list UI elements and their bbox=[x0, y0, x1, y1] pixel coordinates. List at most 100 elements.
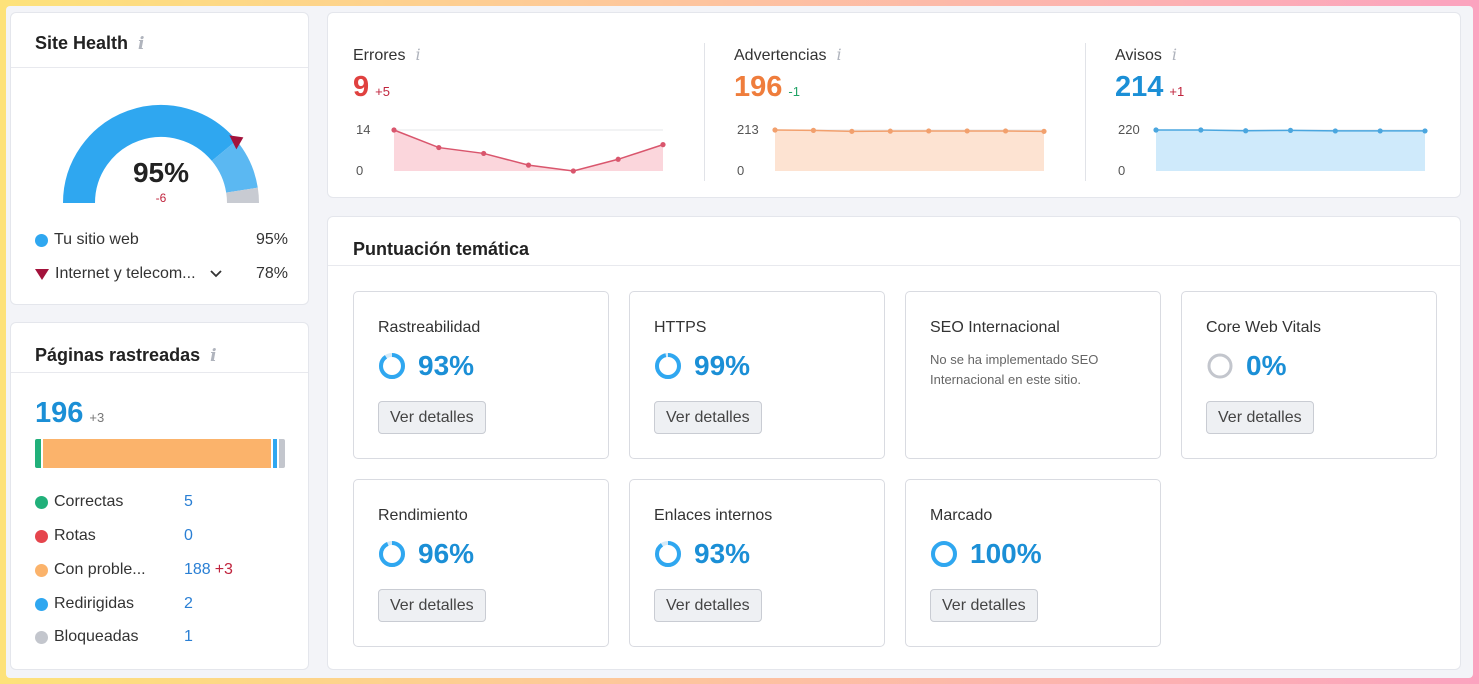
sparkline-area bbox=[775, 130, 1044, 171]
info-icon[interactable]: i bbox=[1171, 45, 1177, 64]
dashboard-canvas: Site Health i 95% -6 Tu sitio web 95% Int… bbox=[6, 6, 1473, 678]
issue-count[interactable]: 196 bbox=[734, 71, 783, 103]
sparkline-point[interactable] bbox=[391, 127, 397, 133]
issue-value[interactable]: 196 -1 bbox=[734, 71, 800, 104]
sparkline-point[interactable] bbox=[1332, 128, 1338, 134]
pages-row-value[interactable]: 1 bbox=[184, 628, 193, 645]
sparkline-point[interactable] bbox=[1377, 128, 1383, 134]
sparkline-point[interactable] bbox=[436, 144, 442, 151]
pages-distribution-bar[interactable] bbox=[35, 439, 285, 468]
legend-industry-value: 78% bbox=[255, 265, 288, 282]
pages-row-value[interactable]: 2 bbox=[184, 595, 193, 612]
sparkline-point[interactable] bbox=[772, 127, 778, 133]
info-icon[interactable]: i bbox=[210, 346, 217, 366]
info-icon[interactable]: i bbox=[138, 34, 145, 54]
issue-sparkline[interactable]: 220 0 bbox=[1110, 118, 1450, 188]
pages-row-value[interactable]: 0 bbox=[184, 527, 193, 544]
info-icon[interactable]: i bbox=[836, 45, 842, 64]
sparkline-point[interactable] bbox=[481, 150, 487, 157]
view-details-button[interactable]: Ver detalles bbox=[378, 589, 486, 622]
thematic-card-name: Enlaces internos bbox=[654, 507, 773, 524]
thematic-scores-card: Puntuación temática Rastreabilidad 93% Ve… bbox=[327, 216, 1461, 670]
view-details-button[interactable]: Ver detalles bbox=[654, 589, 762, 622]
crawled-pages-card: Páginas rastreadas i 196 +3 Correctas 5 R… bbox=[10, 322, 309, 670]
chevron-down-icon[interactable] bbox=[209, 265, 222, 283]
pages-row-value[interactable]: 188 bbox=[184, 561, 211, 578]
issue-count[interactable]: 214 bbox=[1115, 71, 1164, 103]
gauge-delta: -6 bbox=[156, 191, 167, 205]
pages-row[interactable]: Bloqueadas 1 bbox=[35, 628, 285, 646]
view-details-button[interactable]: Ver detalles bbox=[930, 589, 1038, 622]
sparkline-point[interactable] bbox=[1041, 128, 1047, 134]
thematic-card-name: HTTPS bbox=[654, 319, 707, 336]
issue-column-errores: Errores i 9 +5 14 0 bbox=[328, 13, 688, 199]
divider bbox=[11, 67, 308, 68]
pages-row[interactable]: Rotas 0 bbox=[35, 527, 285, 545]
sparkline-point[interactable] bbox=[926, 128, 932, 134]
issue-value[interactable]: 214 +1 bbox=[1115, 71, 1184, 104]
pages-row-label: Con proble... bbox=[54, 561, 146, 578]
pages-total-value: 196 bbox=[35, 397, 84, 429]
info-icon[interactable]: i bbox=[415, 45, 421, 64]
pages-row-label: Rotas bbox=[54, 527, 96, 544]
thematic-score-value: 99% bbox=[694, 350, 751, 381]
thematic-score-value: 96% bbox=[418, 538, 475, 569]
thematic-score: 99% bbox=[654, 350, 750, 382]
legend-your-site-value: 95% bbox=[255, 231, 288, 248]
pages-row-label: Correctas bbox=[54, 493, 124, 510]
sparkline-line bbox=[774, 129, 1045, 133]
site-health-card: Site Health i 95% -6 Tu sitio web 95% Int… bbox=[10, 12, 309, 305]
thematic-card-name: Rastreabilidad bbox=[378, 319, 481, 336]
pages-row[interactable]: Correctas 5 bbox=[35, 493, 285, 511]
bar-segment-bloqueadas[interactable] bbox=[279, 439, 285, 468]
view-details-button[interactable]: Ver detalles bbox=[378, 401, 486, 434]
issue-value[interactable]: 9 +5 bbox=[353, 71, 390, 104]
issue-label: Avisos i bbox=[1115, 45, 1177, 65]
status-dot-icon bbox=[35, 495, 48, 509]
view-details-button[interactable]: Ver detalles bbox=[654, 401, 762, 434]
thematic-score: 0% bbox=[1206, 350, 1286, 382]
sparkline-point[interactable] bbox=[525, 162, 532, 168]
sparkline-point[interactable] bbox=[964, 128, 970, 134]
bar-segment-redirigidas[interactable] bbox=[273, 439, 279, 468]
crawled-pages-title: Páginas rastreadas i bbox=[35, 345, 217, 366]
legend-industry[interactable]: Internet y telecom... 78% bbox=[35, 265, 288, 283]
sparkline-point[interactable] bbox=[570, 168, 576, 174]
pages-row[interactable]: Redirigidas 2 bbox=[35, 595, 285, 613]
sparkline-point[interactable] bbox=[660, 142, 666, 148]
thematic-score: 96% bbox=[378, 538, 474, 570]
issue-delta: -1 bbox=[788, 84, 800, 99]
sparkline-point[interactable] bbox=[849, 128, 855, 134]
thematic-score-value: 93% bbox=[418, 350, 475, 381]
site-health-title-text: Site Health bbox=[35, 33, 129, 53]
thematic-card-https: HTTPS 99% Ver detalles bbox=[629, 291, 885, 459]
sparkline-point[interactable] bbox=[1002, 128, 1009, 134]
issue-count[interactable]: 9 bbox=[353, 71, 370, 103]
sparkline-point[interactable] bbox=[1422, 128, 1428, 134]
bar-segment-con-problemas[interactable] bbox=[43, 439, 273, 468]
y-axis-min-label: 0 bbox=[737, 163, 744, 178]
sparkline-area bbox=[394, 130, 663, 171]
pages-row-value[interactable]: 5 bbox=[184, 493, 193, 510]
sparkline-area bbox=[1156, 130, 1425, 171]
issue-sparkline[interactable]: 213 0 bbox=[729, 118, 1069, 188]
issue-label: Advertencias i bbox=[734, 45, 842, 65]
sparkline-point[interactable] bbox=[1198, 127, 1204, 133]
sparkline-point[interactable] bbox=[1287, 127, 1294, 133]
pages-row[interactable]: Con proble... 188 +3 bbox=[35, 561, 285, 579]
view-details-button[interactable]: Ver detalles bbox=[1206, 401, 1314, 434]
issue-delta: +5 bbox=[375, 84, 390, 99]
y-axis-min-label: 0 bbox=[356, 163, 363, 178]
sparkline-point[interactable] bbox=[810, 127, 817, 133]
triangle-down-icon bbox=[35, 268, 49, 280]
issue-sparkline[interactable]: 14 0 bbox=[348, 118, 688, 188]
status-dot-icon bbox=[35, 597, 48, 611]
bar-segment-correctas[interactable] bbox=[35, 439, 44, 468]
sparkline-point[interactable] bbox=[1243, 128, 1249, 134]
gauge-arc-primary bbox=[63, 105, 237, 204]
sparkline-point[interactable] bbox=[1153, 127, 1159, 133]
sparkline-point[interactable] bbox=[615, 156, 621, 162]
thematic-card-note: No se ha implementado SEO Internacional … bbox=[930, 352, 1099, 387]
progress-ring-icon bbox=[379, 541, 405, 567]
sparkline-point[interactable] bbox=[887, 128, 893, 134]
